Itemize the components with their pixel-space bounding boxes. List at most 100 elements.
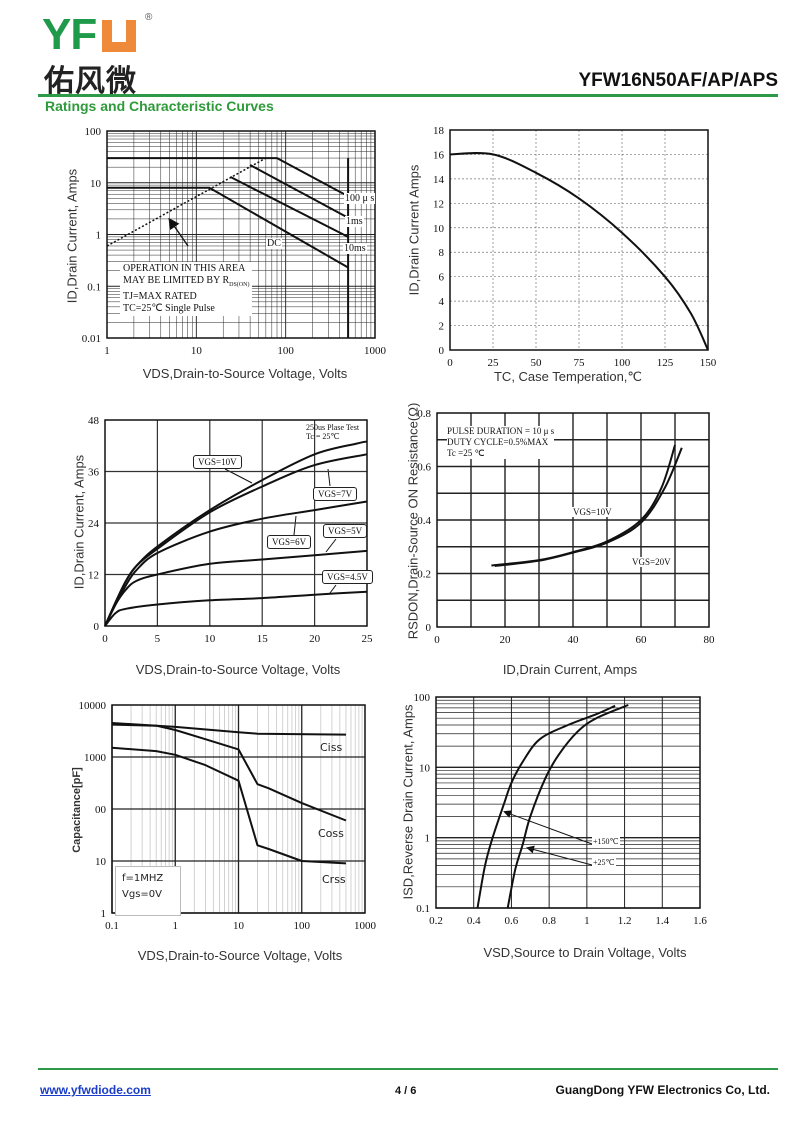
y-tick-label: 10000	[79, 700, 107, 712]
chart4-test-note: PULSE DURATION = 10 μ s DUTY CYCLE=0.5%M…	[447, 426, 555, 459]
x-tick-label: 15	[257, 633, 269, 645]
y-tick-label: 0.4	[417, 515, 431, 527]
note-line: MAY BE LIMITED BY RDS(ON)	[123, 275, 249, 291]
chart3-label-vgs5: VGS=5V	[323, 524, 368, 538]
vgs45-callout-pointer	[329, 584, 337, 594]
x-tick-label: 100	[277, 345, 294, 357]
y-tick-label: 0.01	[82, 333, 101, 345]
header-divider	[38, 94, 778, 97]
chart-3: 0 5 10 15 20 25 0 12 24 36 48	[88, 415, 373, 645]
x-tick-label: 25	[362, 633, 374, 645]
y-tick-label: 2	[439, 321, 445, 333]
x-tick-label: 0	[447, 357, 453, 369]
x-tick-label: 1	[173, 920, 179, 932]
chart2-y-axis-title: ID,Drain Current Amps	[406, 164, 422, 296]
plot-frame	[104, 419, 368, 627]
plot-frame	[106, 130, 376, 339]
y-tick-label: 16	[433, 149, 445, 161]
series-line-10ms	[229, 176, 349, 238]
chart-2: 0 25 50 75 100 125 150 0 2 4 6 8 10 12 14 16 18	[433, 125, 717, 369]
y-tick-label: 1	[96, 230, 102, 242]
y-tick-label: 36	[88, 467, 100, 479]
chart4-y-axis-title: RSDON,Drain-Source ON Resistance(Ω)	[405, 402, 421, 640]
plot-frame	[449, 129, 709, 351]
note-line: PULSE DURATION = 10 μ s	[447, 426, 555, 436]
y-tick-label: 10	[419, 762, 431, 774]
x-tick-label: 1	[104, 345, 110, 357]
note-line: TJ=MAX RATED	[123, 291, 197, 302]
y-tick-label: 1	[425, 833, 431, 845]
x-tick-label: 150	[700, 357, 717, 369]
x-tick-label: 50	[531, 357, 543, 369]
chart3-label-vgs10: VGS=10V	[193, 455, 242, 469]
series-line-vgs20v	[494, 447, 683, 567]
t150-arrow	[503, 810, 593, 845]
series-line-crss	[111, 746, 347, 865]
t25-arrow	[526, 845, 593, 866]
footer-divider	[38, 1068, 778, 1070]
x-tick-label: 5	[155, 633, 161, 645]
plot-frame	[435, 696, 701, 909]
chart5-y-axis-title: Capacitance[pF]	[71, 767, 83, 853]
series-line-150	[476, 704, 616, 909]
plot-frame	[436, 412, 710, 628]
x-tick-label: 25	[488, 357, 500, 369]
chart1-label-dc: DC	[266, 238, 282, 249]
chart1-y-axis-title: ID,Drain Current, Amps	[64, 168, 80, 304]
note-line: Vgs=0V	[122, 889, 162, 900]
y-tick-label: 12	[433, 198, 444, 210]
note-text: MAY BE LIMITED BY R	[123, 275, 230, 286]
note-line: f=1MHZ	[122, 873, 164, 884]
chart-1: 1 10 100 1000 0.01 0.1 1 10 100	[82, 126, 387, 357]
y-tick-label: 100	[85, 126, 102, 138]
gridlines	[436, 697, 700, 909]
y-tick-label: 24	[88, 518, 100, 530]
chart1-label-10ms: 10ms	[343, 243, 367, 254]
page-number: 4 / 6	[395, 1085, 417, 1097]
chart4-label-vgs10: VGS=10V	[572, 507, 613, 517]
x-tick-label: 1000	[354, 920, 377, 932]
y-tick-label: 18	[433, 125, 445, 137]
series-line-100s	[107, 157, 349, 198]
chart5-test-note: f=1MHZ Vgs=0V	[115, 866, 181, 916]
y-tick-label: 100	[414, 692, 431, 704]
x-tick-label: 100	[614, 357, 631, 369]
x-tick-label: 125	[657, 357, 674, 369]
chart4-label-vgs20: VGS=20V	[631, 557, 672, 567]
y-tick-label: 0.6	[417, 462, 431, 474]
series-line-vgs4.5v	[104, 590, 368, 627]
x-tick-label: 100	[294, 920, 311, 932]
chart6-y-axis-title: ISD,Reverse Drain Current, Amps	[400, 704, 416, 900]
x-tick-label: 20	[500, 634, 512, 646]
chart5-x-axis-title: VDS,Drain-to-Source Voltage, Volts	[137, 948, 343, 963]
chart2-x-axis-title: TC, Case Temperation,℃	[493, 369, 643, 384]
chart6-x-axis-title: VSD,Source to Drain Voltage, Volts	[483, 945, 687, 960]
registered-mark: ®	[145, 12, 153, 23]
chart5-label-ciss: Ciss	[320, 741, 343, 754]
y-tick-label: 0.1	[87, 281, 101, 293]
note-line: TC=25℃ Single Pulse	[123, 303, 215, 314]
x-tick-label: 0.8	[542, 915, 556, 927]
logo-chinese-name: 佑风微	[44, 64, 137, 99]
chart5-label-coss: Coss	[318, 827, 344, 840]
x-tick-label: 10	[233, 920, 245, 932]
x-tick-label: 60	[636, 634, 648, 646]
x-tick-label: 75	[574, 357, 586, 369]
website-link[interactable]: www.yfwdiode.com	[40, 1083, 151, 1097]
y-tick-label: 0.2	[417, 569, 431, 581]
chart6-label-25c: +25℃	[592, 858, 616, 867]
x-tick-label: 0.4	[467, 915, 481, 927]
y-tick-label: 00	[95, 804, 107, 816]
y-tick-label: 0	[426, 622, 432, 634]
logo-text: YF	[42, 10, 97, 59]
chart-6: 0.2 0.4 0.6 0.8 1 1.2 1.4 1.6 0.1 1 10 100	[414, 692, 708, 927]
x-tick-label: 10	[204, 633, 216, 645]
note-line: Tc = 25℃	[306, 432, 340, 441]
section-title: Ratings and Characteristic Curves	[45, 98, 274, 114]
series-line-coss	[111, 723, 347, 822]
vgs5-callout-pointer	[325, 538, 337, 553]
gridlines	[450, 130, 708, 350]
y-tick-label: 10	[433, 223, 445, 235]
y-tick-label: 12	[88, 570, 99, 582]
